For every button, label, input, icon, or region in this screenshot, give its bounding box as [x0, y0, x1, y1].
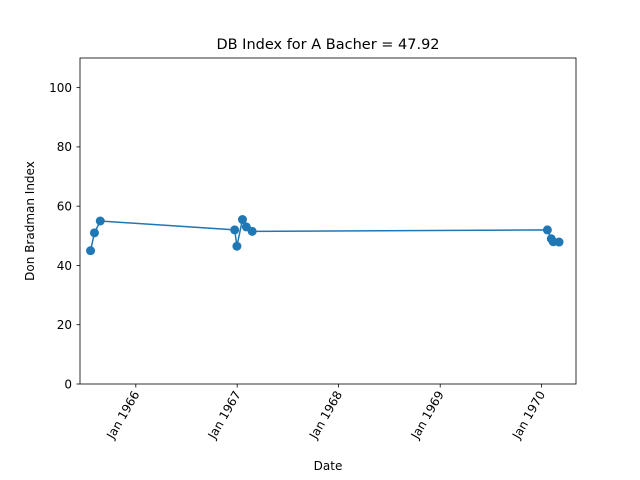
- data-point: [237, 215, 247, 225]
- y-tick-label: 40: [57, 259, 72, 273]
- y-axis-label: Don Bradman Index: [23, 161, 37, 281]
- x-tick-label: Jan 1967: [205, 389, 244, 443]
- x-tick-label: Jan 1966: [103, 389, 142, 443]
- x-axis-label: Date: [314, 459, 343, 473]
- x-axis: Jan 1966 Jan 1967 Jan 1968 Jan 1969 Jan 1970: [103, 384, 548, 442]
- y-tick-label: 100: [49, 81, 72, 95]
- data-point: [232, 241, 242, 251]
- data-point: [230, 225, 240, 235]
- plot-frame: [79, 57, 577, 385]
- y-axis: 0 20 40 60 80 100: [49, 81, 80, 391]
- data-point: [95, 216, 105, 226]
- data-point: [542, 225, 552, 235]
- y-tick-label: 60: [57, 199, 72, 213]
- data-point: [89, 228, 99, 238]
- data-point: [554, 237, 564, 247]
- x-tick-label: Jan 1969: [408, 389, 447, 443]
- x-tick-label: Jan 1968: [306, 389, 345, 443]
- x-tick-label: Jan 1970: [509, 389, 548, 443]
- y-tick-label: 80: [57, 140, 72, 154]
- data-point: [86, 246, 96, 256]
- data-point: [247, 226, 257, 236]
- plot-area: [86, 215, 564, 256]
- y-tick-label: 0: [64, 377, 72, 391]
- series-line: [89, 217, 560, 251]
- y-tick-label: 20: [57, 318, 72, 332]
- chart-title: DB Index for A Bacher = 47.92: [216, 37, 439, 53]
